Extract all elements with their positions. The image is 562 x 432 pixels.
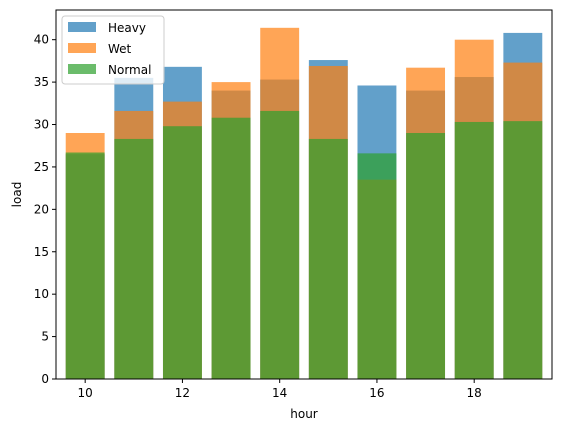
bars-layer bbox=[65, 27, 543, 380]
legend-swatch-normal bbox=[68, 64, 96, 74]
bar-normal-18 bbox=[454, 121, 494, 379]
bar-normal-13 bbox=[211, 117, 251, 380]
bar-normal-16 bbox=[357, 153, 397, 379]
x-tick-label: 12 bbox=[175, 386, 190, 400]
y-tick-label: 40 bbox=[34, 33, 49, 47]
bar-normal-17 bbox=[406, 133, 446, 379]
y-axis-ticks: 0 5 10 15 20 25 30 35 40 bbox=[34, 33, 56, 386]
plot-frame bbox=[55, 9, 553, 380]
legend: Heavy Wet Normal bbox=[61, 15, 165, 85]
y-tick-label: 20 bbox=[34, 202, 49, 216]
y-tick-label: 10 bbox=[34, 287, 49, 301]
bar-normal-12 bbox=[162, 126, 202, 379]
bar-normal-14 bbox=[260, 110, 300, 379]
y-tick-label: 0 bbox=[41, 372, 49, 386]
x-tick-label: 10 bbox=[78, 386, 93, 400]
y-tick-label: 15 bbox=[34, 245, 49, 259]
y-axis-label: load bbox=[10, 182, 24, 208]
y-tick-label: 25 bbox=[34, 160, 49, 174]
bar-normal-10 bbox=[65, 152, 105, 379]
legend-label-heavy: Heavy bbox=[108, 21, 146, 35]
legend-label-normal: Normal bbox=[108, 63, 151, 77]
bar-normal-19 bbox=[503, 121, 543, 379]
x-axis-label: hour bbox=[290, 407, 318, 421]
legend-swatch-wet bbox=[68, 43, 96, 53]
y-tick-label: 5 bbox=[41, 330, 49, 344]
legend-swatch-heavy bbox=[68, 22, 96, 32]
legend-label-wet: Wet bbox=[108, 42, 132, 56]
x-tick-label: 16 bbox=[369, 386, 384, 400]
x-tick-label: 18 bbox=[467, 386, 482, 400]
x-axis-ticks: 10 12 14 16 18 bbox=[78, 379, 482, 400]
bar-normal-15 bbox=[308, 138, 348, 379]
x-tick-label: 14 bbox=[272, 386, 287, 400]
bar-normal-11 bbox=[114, 138, 154, 379]
y-tick-label: 30 bbox=[34, 118, 49, 132]
y-tick-label: 35 bbox=[34, 75, 49, 89]
